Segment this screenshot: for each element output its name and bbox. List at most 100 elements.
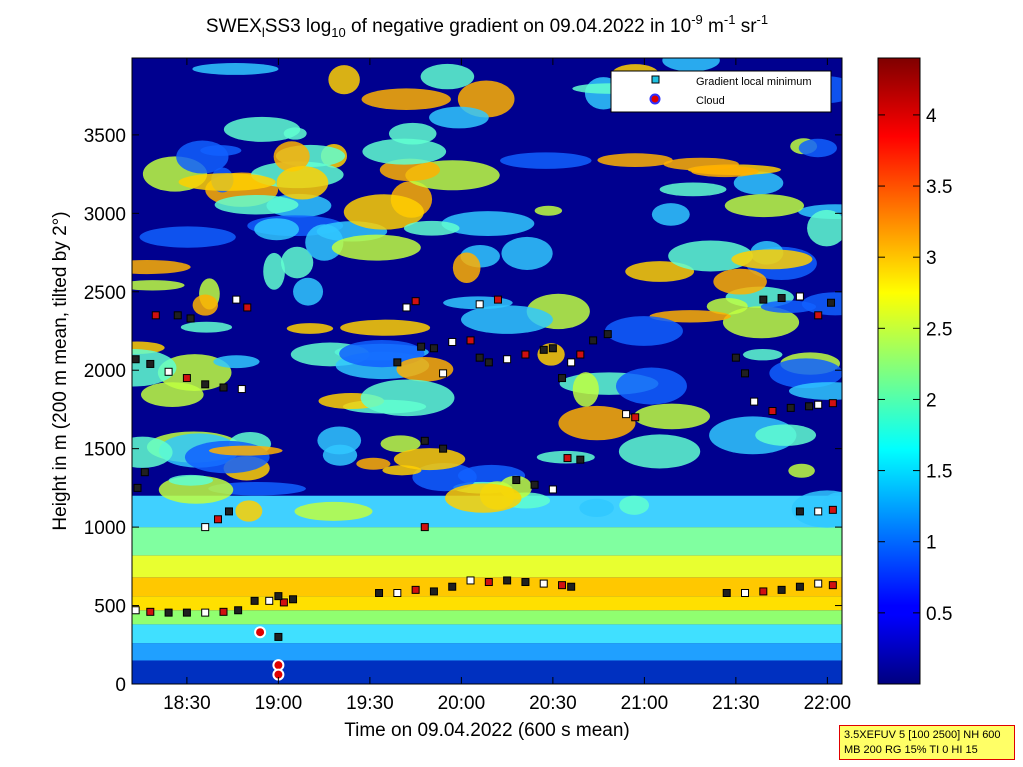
colorbar-tick-label: 2.5 <box>926 319 952 340</box>
gradient-min-point <box>234 606 243 615</box>
gradient-min-point <box>475 353 484 362</box>
heatmap-patch <box>579 498 614 518</box>
heatmap-patch <box>461 305 553 334</box>
heatmap-patch <box>731 249 813 270</box>
gradient-min-point <box>814 579 823 588</box>
heatmap-band-0 <box>132 660 842 684</box>
heatmap-patch <box>305 224 344 261</box>
gradient-min-point <box>795 292 804 301</box>
heatmap-patch <box>651 203 690 226</box>
gradient-min-point <box>814 507 823 516</box>
gradient-min-point <box>493 295 502 304</box>
x-tick-label: 20:30 <box>529 693 577 714</box>
heatmap-patch <box>534 205 563 216</box>
gradient-min-point <box>250 596 259 605</box>
heatmap-patch <box>317 426 362 455</box>
heatmap-band-2 <box>132 624 842 644</box>
x-tick-label: 22:00 <box>804 693 852 714</box>
x-axis: 18:30 19:00 19:30 20:00 20:30 21:00 21:30 22:00 <box>163 58 851 714</box>
gradient-min-point <box>411 585 420 594</box>
heatmap-bands <box>132 58 842 684</box>
gradient-min-point <box>279 598 288 607</box>
y-axis: 0 500 1000 1500 2000 2500 3000 3500 <box>84 126 842 696</box>
gradient-min-point <box>622 410 631 419</box>
gradient-min-point <box>265 596 274 605</box>
gradient-min-point <box>214 515 223 524</box>
gradient-min-point <box>132 355 140 364</box>
colorbar-ticks: 0.5 1 1.5 2 2.5 3 3.5 4 <box>878 106 952 625</box>
gradient-min-point <box>132 606 140 615</box>
heatmap-patch <box>403 220 460 236</box>
heatmap-patch <box>807 209 842 247</box>
gradient-min-point <box>164 608 173 617</box>
x-tick-label: 21:00 <box>621 693 669 714</box>
y-tick-label: 500 <box>94 597 126 618</box>
heatmap-patch <box>597 153 673 168</box>
heatmap-patch <box>293 277 324 306</box>
gradient-min-point <box>814 400 823 409</box>
gradient-min-point <box>539 345 548 354</box>
gradient-min-point <box>631 413 640 422</box>
gradient-min-point <box>232 295 241 304</box>
heatmap-patch <box>755 424 817 446</box>
heatmap-patch <box>633 403 710 430</box>
heatmap-patch <box>393 448 466 471</box>
heatmap-patch <box>445 483 522 513</box>
gradient-min-point <box>201 380 210 389</box>
gradient-min-point <box>375 589 384 598</box>
gradient-min-point <box>146 607 155 616</box>
heatmap-patch <box>180 321 233 333</box>
heatmap-patch <box>362 138 447 165</box>
heatmap-patch <box>208 445 283 456</box>
gradient-min-point <box>448 337 457 346</box>
gradient-min-point <box>201 608 210 617</box>
y-tick-label: 0 <box>115 675 126 696</box>
gradient-min-point <box>567 582 576 591</box>
gradient-min-point <box>274 592 283 601</box>
info-line-2: MB 200 RG 15% TI 0 HI 15 <box>844 744 978 756</box>
gradient-min-point <box>274 632 283 641</box>
heatmap-patch <box>184 440 270 474</box>
heatmap-patch <box>356 457 391 470</box>
y-tick-label: 2000 <box>84 361 126 382</box>
gradient-min-point <box>475 300 484 309</box>
heatmap-patch <box>178 173 276 191</box>
gradient-min-point <box>243 303 252 312</box>
colorbar-tick-label: 3 <box>926 248 937 269</box>
heatmap-patch <box>662 58 720 72</box>
heatmap-patch <box>452 252 481 283</box>
heatmap-band-3 <box>132 610 842 625</box>
heatmap-patch <box>141 382 204 407</box>
legend-box <box>610 70 832 113</box>
gradient-min-point <box>576 455 585 464</box>
heatmap-patch <box>724 194 804 218</box>
heatmap-patch <box>235 500 263 522</box>
gradient-min-point <box>795 582 804 591</box>
y-tick-label: 2500 <box>84 283 126 304</box>
x-tick-label: 19:30 <box>346 693 394 714</box>
x-tick-label: 20:00 <box>438 693 486 714</box>
legend-min-label: Gradient local minimum <box>696 76 812 88</box>
heatmap-patch <box>788 382 842 400</box>
plot-area <box>132 58 842 684</box>
gradient-min-point <box>219 383 228 392</box>
colorbar-tick-label: 0.5 <box>926 604 952 625</box>
heatmap-patch <box>343 194 424 230</box>
gradient-min-point <box>186 314 195 323</box>
gradient-min-point <box>420 523 429 532</box>
heatmap-patch <box>294 501 373 521</box>
colorbar-tick-label: 3.5 <box>926 177 952 198</box>
heatmap-patch <box>769 358 842 389</box>
y-tick-label: 1500 <box>84 440 126 461</box>
heatmap-patch <box>380 435 421 453</box>
heatmap-patch <box>223 116 301 142</box>
gradient-min-point <box>563 454 572 463</box>
heatmap-band-4 <box>132 596 842 611</box>
heatmap-patch <box>276 165 329 200</box>
gradient-min-point <box>146 359 155 368</box>
heatmap-patch <box>328 65 360 95</box>
heatmap-patch <box>572 372 599 407</box>
heatmap-band-1 <box>132 643 842 661</box>
legend-cloud-label: Cloud <box>696 95 725 107</box>
